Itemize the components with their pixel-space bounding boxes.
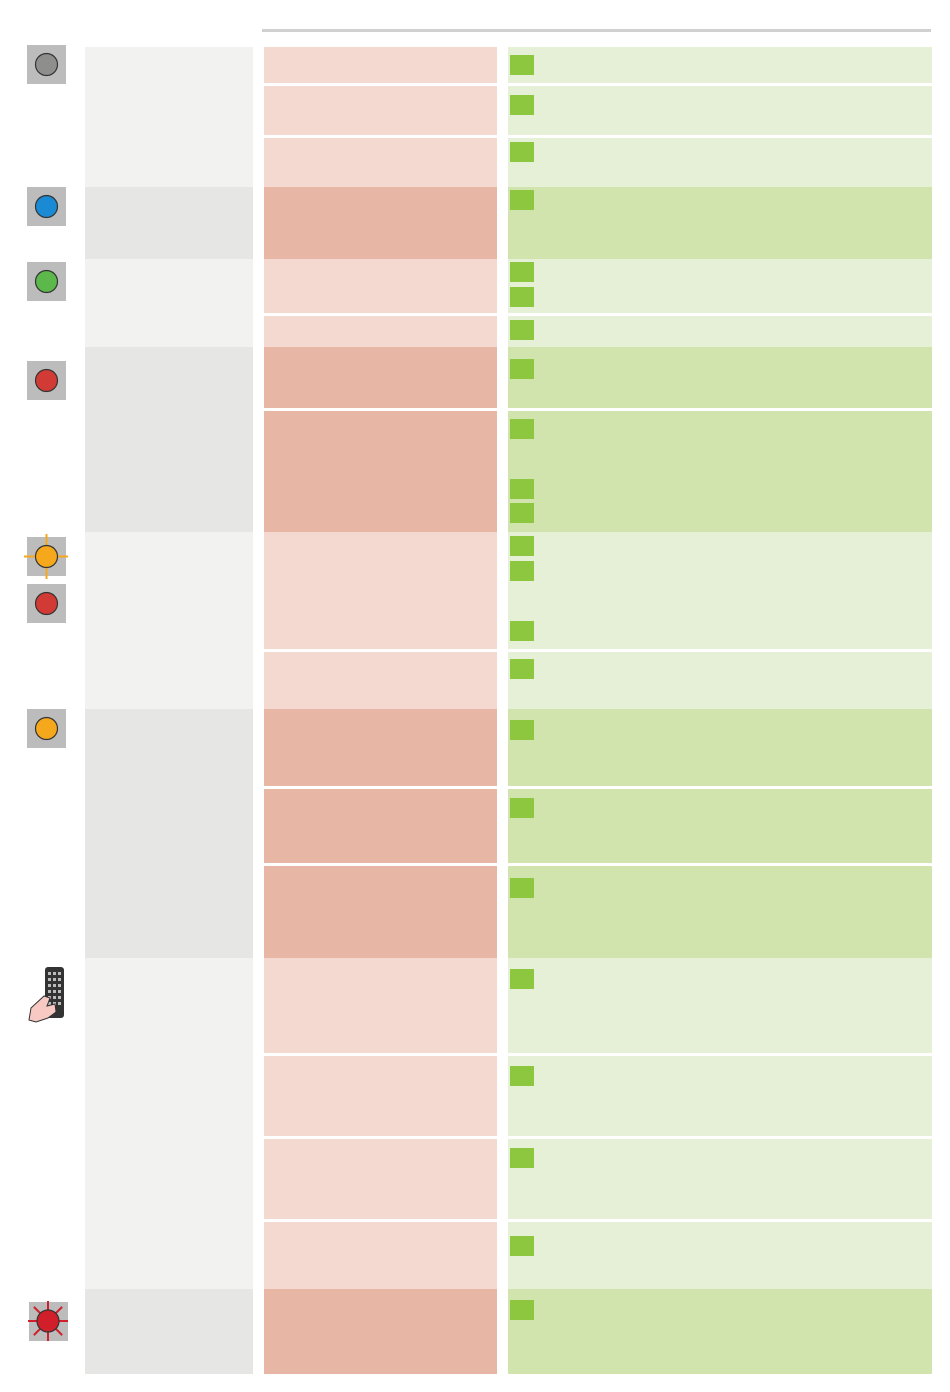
bullet-square xyxy=(510,142,534,162)
cause-cell xyxy=(264,259,497,313)
bullet-square xyxy=(510,190,534,210)
status-lamp xyxy=(34,368,59,393)
header-rule xyxy=(262,29,931,32)
remedy-cell xyxy=(508,709,932,786)
remote-key xyxy=(53,990,56,993)
bullet-square xyxy=(510,55,534,75)
group-cell xyxy=(85,1289,253,1374)
bullet-square xyxy=(510,1148,534,1168)
remote-key xyxy=(48,990,51,993)
remote-key xyxy=(58,990,61,993)
group-cell xyxy=(85,532,253,709)
bullet-square xyxy=(510,262,534,282)
bullet-square xyxy=(510,969,534,989)
cause-cell xyxy=(264,47,497,83)
cause-cell xyxy=(264,652,497,709)
remote-key xyxy=(58,984,61,987)
remote-key xyxy=(48,972,51,975)
bullet-square xyxy=(510,320,534,340)
remedy-cell xyxy=(508,1139,932,1219)
status-lamp xyxy=(34,544,59,569)
remedy-cell xyxy=(508,259,932,313)
cause-cell xyxy=(264,1289,497,1374)
cause-cell xyxy=(264,86,497,135)
cause-cell xyxy=(264,1222,497,1289)
bullet-square xyxy=(510,1066,534,1086)
remote-key xyxy=(48,978,51,981)
remedy-cell xyxy=(508,866,932,958)
remedy-cell xyxy=(508,532,932,649)
cause-cell xyxy=(264,1139,497,1219)
remote-key xyxy=(58,978,61,981)
remedy-cell xyxy=(508,138,932,187)
remote-key xyxy=(53,978,56,981)
status-lamp xyxy=(34,716,59,741)
bullet-square xyxy=(510,359,534,379)
remote-key xyxy=(58,996,61,999)
cause-cell xyxy=(264,347,497,408)
cause-cell xyxy=(264,532,497,649)
remedy-cell xyxy=(508,316,932,347)
cause-cell xyxy=(264,187,497,259)
bullet-square xyxy=(510,503,534,523)
cause-cell xyxy=(264,866,497,958)
bullet-square xyxy=(510,95,534,115)
group-cell xyxy=(85,958,253,1289)
cause-cell xyxy=(264,1056,497,1136)
status-lamp xyxy=(34,52,59,77)
hand xyxy=(28,995,57,1023)
bullet-square xyxy=(510,1300,534,1320)
cause-cell xyxy=(264,138,497,187)
bullet-square xyxy=(510,878,534,898)
bullet-square xyxy=(510,621,534,641)
bullet-square xyxy=(510,419,534,439)
remote-key xyxy=(53,984,56,987)
bullet-square xyxy=(510,798,534,818)
remedy-cell xyxy=(508,789,932,863)
remedy-cell xyxy=(508,958,932,1053)
remote-key xyxy=(48,1002,51,1005)
status-lamp xyxy=(34,194,59,219)
status-lamp xyxy=(34,269,59,294)
remedy-cell xyxy=(508,1222,932,1289)
remedy-cell xyxy=(508,1289,932,1374)
bullet-square xyxy=(510,1236,534,1256)
remedy-cell xyxy=(508,47,932,83)
bullet-square xyxy=(510,720,534,740)
group-cell xyxy=(85,47,253,187)
status-lamp xyxy=(34,591,59,616)
bullet-square xyxy=(510,479,534,499)
remedy-cell xyxy=(508,1056,932,1136)
remedy-cell xyxy=(508,347,932,408)
group-cell xyxy=(85,347,253,532)
remote-key xyxy=(53,996,56,999)
remote-key xyxy=(53,972,56,975)
bullet-square xyxy=(510,561,534,581)
cause-cell xyxy=(264,709,497,786)
group-cell xyxy=(85,187,253,259)
bullet-square xyxy=(510,536,534,556)
remedy-cell xyxy=(508,86,932,135)
cause-cell xyxy=(264,789,497,863)
status-lamp xyxy=(36,1309,60,1333)
remote-key xyxy=(58,1002,61,1005)
remedy-cell xyxy=(508,411,932,532)
group-cell xyxy=(85,259,253,347)
bullet-square xyxy=(510,287,534,307)
remedy-cell xyxy=(508,187,932,259)
remote-key xyxy=(48,984,51,987)
group-cell xyxy=(85,709,253,958)
cause-cell xyxy=(264,411,497,532)
cause-cell xyxy=(264,958,497,1053)
cause-cell xyxy=(264,316,497,347)
remote-key xyxy=(53,1002,56,1005)
remote-key xyxy=(58,972,61,975)
remedy-cell xyxy=(508,652,932,709)
bullet-square xyxy=(510,659,534,679)
